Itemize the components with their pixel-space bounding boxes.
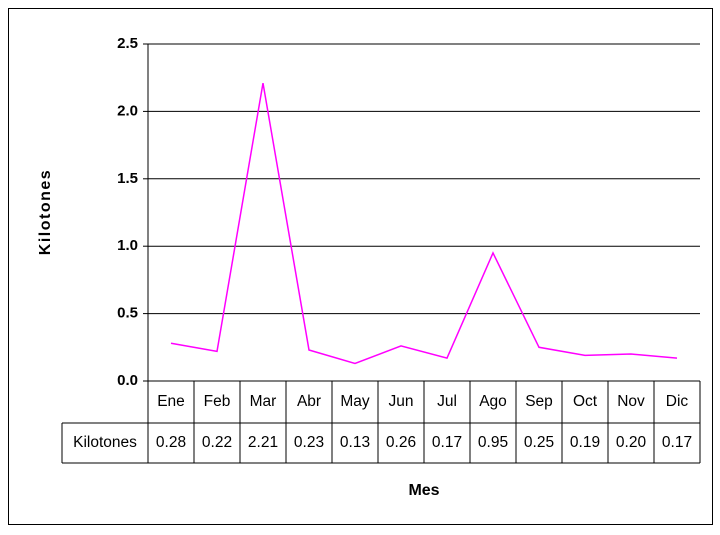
table-value: 0.28 [156, 434, 186, 451]
x-tick-label: Jul [437, 393, 457, 410]
x-tick-label: Feb [204, 393, 231, 410]
table-value: 0.26 [386, 434, 416, 451]
x-tick-label: Ene [157, 393, 185, 410]
x-tick-label: Oct [573, 393, 598, 410]
y-tick-label: 1.5 [117, 170, 138, 187]
chart-border [8, 8, 713, 525]
y-tick-label: 2.5 [117, 35, 138, 52]
y-tick-label: 2.0 [117, 102, 138, 119]
y-axis-title: Kilotones [37, 169, 54, 255]
y-tick-label: 1.0 [117, 237, 138, 254]
y-tick-label: 0.0 [117, 372, 138, 389]
table-value: 0.17 [432, 434, 462, 451]
x-tick-label: Sep [525, 393, 553, 410]
x-tick-label: Ago [479, 393, 507, 410]
x-axis-title: Mes [408, 482, 439, 499]
table-value: 0.95 [478, 434, 508, 451]
table-value: 0.22 [202, 434, 232, 451]
x-tick-label: Dic [666, 393, 689, 410]
x-tick-label: Jun [389, 393, 414, 410]
y-tick-label: 0.5 [117, 305, 138, 322]
table-value: 0.19 [570, 434, 600, 451]
x-tick-label: Mar [250, 393, 277, 410]
table-value: 2.21 [248, 434, 278, 451]
x-tick-label: May [340, 393, 370, 410]
data-line [170, 82, 678, 365]
x-tick-label: Abr [297, 393, 321, 410]
table-value: 0.25 [524, 434, 554, 451]
table-value: 0.17 [662, 434, 692, 451]
table-row-header: Kilotones [73, 434, 137, 451]
x-tick-label: Nov [617, 393, 645, 410]
table-value: 0.23 [294, 434, 324, 451]
table-value: 0.20 [616, 434, 647, 451]
table-value: 0.13 [340, 434, 370, 451]
